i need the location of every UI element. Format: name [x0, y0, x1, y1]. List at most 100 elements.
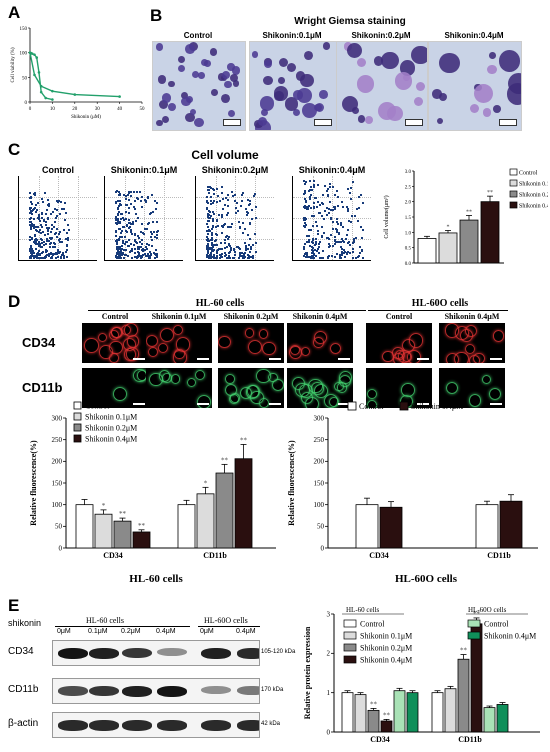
scatter-title: Shikonin:0.1μM [110, 165, 178, 175]
legend-label: Control [359, 402, 384, 411]
cell [211, 89, 218, 96]
scatter-dot [312, 256, 315, 259]
scatter-dot [313, 185, 316, 188]
scatter-dot [116, 247, 119, 250]
scatter-dot [223, 223, 226, 226]
scatter-dot [210, 202, 212, 205]
scatter-dot [342, 226, 345, 229]
scatter-dot [117, 206, 120, 209]
scatter-dot [206, 254, 208, 257]
scatter-dot [145, 246, 147, 248]
scatter-dot [134, 213, 137, 215]
scatter-dot [239, 252, 241, 255]
scatter-dot [311, 238, 314, 241]
scatter-dot [210, 186, 213, 189]
x-axis-label: Shikonin (μM) [71, 115, 101, 120]
scatter-dot [119, 217, 122, 220]
scatter-dot [220, 232, 223, 235]
scatter-dot [340, 254, 343, 257]
scatter-dot [307, 229, 310, 232]
y-tick-label: 200 [314, 458, 325, 466]
scatter-dot [215, 226, 217, 229]
scatter-dot [124, 230, 127, 233]
scatter-dot [131, 232, 134, 235]
scatter-dot [317, 251, 320, 254]
y-axis-label: Relative protein expression [303, 626, 312, 719]
scatter-dot [349, 187, 352, 189]
protein-band [201, 720, 231, 731]
significance-mark: ** [487, 190, 493, 196]
cell [167, 102, 177, 112]
scatter-dot [304, 192, 307, 195]
significance-mark: ** [466, 209, 472, 215]
protein-band [122, 720, 152, 731]
scatter-dot [47, 226, 50, 229]
scatter-dot [155, 255, 158, 258]
scatter-dot [149, 236, 152, 239]
bar [457, 658, 470, 733]
stained-cell [224, 383, 237, 396]
scatter-dot [60, 200, 63, 203]
scatter-dot [229, 246, 232, 249]
legend-swatch [347, 401, 357, 411]
scatter-dot [318, 240, 321, 243]
scatter-dot [212, 218, 215, 220]
gridline [58, 176, 59, 260]
scatter-dot [57, 232, 60, 235]
legend-swatch [467, 631, 481, 640]
micrograph-title: Shikonin:0.4μM [444, 31, 504, 40]
scatter-dot [29, 220, 32, 223]
scatter-dot [212, 199, 215, 202]
data-point [51, 98, 54, 101]
scatter-dot [120, 256, 123, 259]
scatter-dot [46, 237, 48, 240]
scatter-plot [104, 176, 183, 261]
cell [303, 50, 313, 60]
scatter-dot [56, 227, 59, 230]
scatter-dot [45, 243, 47, 246]
scatter-dot [128, 225, 131, 228]
scatter-dot [56, 253, 59, 256]
scatter-dot [206, 230, 208, 233]
cell [319, 90, 328, 99]
if-column-title: Control [101, 312, 129, 321]
scatter-dot [316, 205, 318, 208]
lane-label: 0.4μM [236, 628, 256, 635]
cell [469, 103, 480, 114]
scatter-dot [148, 256, 151, 259]
bar [132, 531, 151, 549]
scatter-dot [360, 250, 363, 253]
scatter-dot [62, 229, 65, 231]
bar [496, 704, 509, 733]
significance-mark: ** [221, 456, 229, 464]
panel-d-hl60o-rule [368, 310, 508, 311]
scatter-dot [217, 213, 220, 216]
stained-cell [146, 334, 159, 347]
scatter-dot [58, 240, 61, 243]
scatter-dot [307, 256, 310, 259]
scatter-dot [131, 256, 133, 259]
scatter-dot [350, 215, 353, 217]
scatter-dot [136, 190, 139, 193]
scatter-dot [207, 237, 210, 240]
scatter-dot [232, 195, 234, 198]
cell [352, 106, 360, 114]
stained-cell [366, 389, 377, 400]
scatter-dot [309, 195, 312, 198]
cell [259, 96, 275, 111]
scatter-dot [241, 192, 244, 195]
if-image [218, 323, 284, 363]
scatter-dot [32, 207, 35, 210]
cell [293, 108, 300, 116]
scatter-dot [151, 193, 153, 196]
scatter-dot [139, 190, 142, 193]
scatter-dot [133, 240, 136, 243]
scatter-dot [207, 243, 209, 246]
lane-label: 0.2μM [121, 628, 141, 635]
scatter-dot [210, 256, 213, 259]
scatter-dot [56, 200, 59, 203]
protein-band [122, 648, 152, 659]
scatter-dot [30, 250, 33, 253]
scatter-dot [30, 245, 33, 248]
scatter-dot [314, 196, 317, 199]
